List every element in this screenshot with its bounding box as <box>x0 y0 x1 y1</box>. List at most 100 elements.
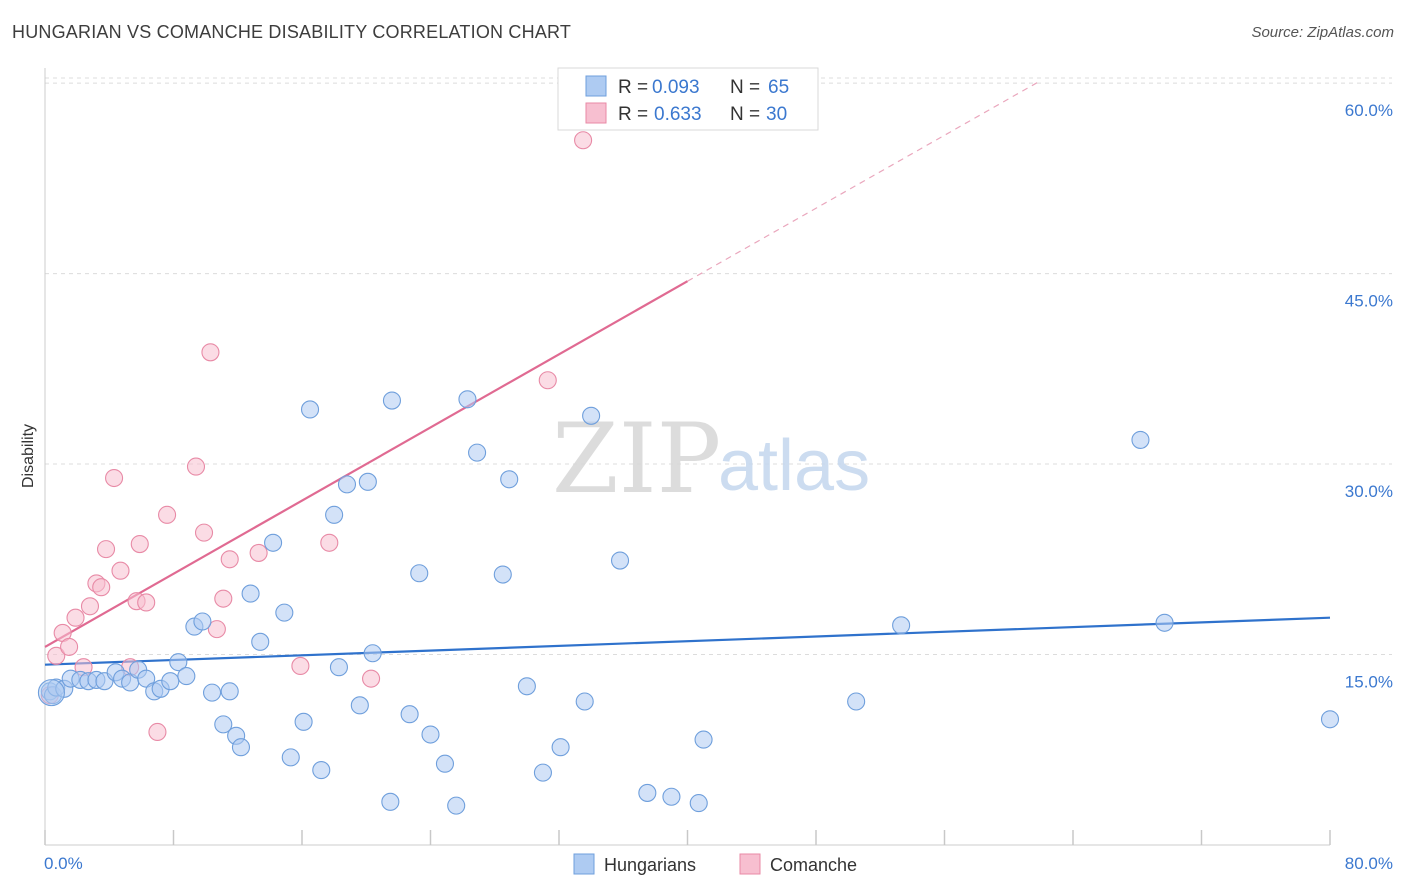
legend-bottom-label-comanche: Comanche <box>770 855 857 875</box>
hungarians-point <box>337 475 357 494</box>
comanche-point <box>538 371 557 390</box>
legend-r-value-comanche: 0.633 <box>654 104 702 125</box>
legend-swatch-comanche <box>585 102 607 124</box>
hungarians-point <box>241 584 260 603</box>
hungarians-point <box>275 603 294 622</box>
legend-top: R = 0.093 N = 65 R = 0.633 N = 30 <box>557 67 819 131</box>
watermark-zip: ZIP <box>552 403 721 515</box>
y-tick-label: 60.0% <box>1345 101 1393 120</box>
legend-r-label-hungarians: R = <box>618 77 648 98</box>
legend-r-value-hungarians: 0.093 <box>652 77 700 98</box>
y-tick-label: 30.0% <box>1345 482 1393 501</box>
hungarians-cluster-point <box>37 679 65 707</box>
hungarians-point <box>582 406 601 425</box>
hungarians-point <box>193 612 212 631</box>
hungarians-point <box>381 792 400 811</box>
hungarians-point <box>610 551 630 570</box>
comanche-point <box>201 343 220 362</box>
hungarians-point <box>231 738 251 757</box>
hungarians-point <box>892 616 911 635</box>
hungarians-point <box>447 796 466 815</box>
hungarians-point <box>435 754 455 773</box>
comanche-point <box>111 561 130 580</box>
x-tick-label-max: 80.0% <box>1345 854 1393 873</box>
comanche-point <box>158 505 177 524</box>
hungarians-point <box>1155 613 1174 632</box>
hungarians-point <box>137 669 156 688</box>
hungarians-point <box>214 715 233 734</box>
comanche-point <box>214 589 233 608</box>
hungarians-point <box>638 783 657 802</box>
comanche-point <box>96 540 116 559</box>
legend-n-value-comanche: 30 <box>766 104 787 125</box>
watermark: ZIP atlas <box>552 403 870 515</box>
hungarians-point <box>421 725 440 744</box>
hungarians-point <box>694 730 713 749</box>
legend-bottom-swatch-comanche <box>739 853 761 875</box>
hungarians-point <box>575 692 594 711</box>
hungarians-point <box>847 692 866 711</box>
hungarians-point <box>500 470 519 489</box>
legend-bottom-swatch-hungarians <box>573 853 595 875</box>
hungarians-point <box>350 696 369 715</box>
hungarians-point <box>294 712 313 731</box>
comanche-point <box>66 608 85 627</box>
hungarians-point <box>400 705 419 724</box>
hungarians-point <box>251 632 270 651</box>
chart-title: HUNGARIAN VS COMANCHE DISABILITY CORRELA… <box>12 22 572 42</box>
legend-bottom: Hungarians Comanche <box>573 853 857 875</box>
legend-swatch-hungarians <box>585 75 607 97</box>
source-label: Source: ZipAtlas.com <box>1251 24 1394 41</box>
hungarians-point <box>458 390 477 409</box>
hungarians-point <box>468 443 487 462</box>
y-tick-label: 45.0% <box>1345 292 1393 311</box>
hungarians-point <box>551 738 570 757</box>
data-points <box>37 131 1340 815</box>
comanche-point <box>320 533 339 552</box>
y-tick-labels: 15.0% 30.0% 45.0% 60.0% <box>1345 101 1393 691</box>
trend-lines <box>44 80 1331 666</box>
legend-n-label-hungarians: N = <box>730 77 760 98</box>
legend-bottom-label-hungarians: Hungarians <box>604 855 696 875</box>
x-axis-ticks <box>44 830 1331 845</box>
legend-r-label-comanche: R = <box>618 104 648 125</box>
hungarians-point <box>358 472 377 491</box>
hungarians-point <box>312 761 331 780</box>
comanche-point <box>574 131 593 150</box>
hungarians-point <box>203 683 222 702</box>
grid-lines <box>45 77 1392 656</box>
comanche-point <box>220 550 239 569</box>
comanche-point <box>148 722 167 742</box>
hungarians-point <box>410 564 429 583</box>
comanche-point <box>92 578 111 597</box>
hungarians-point <box>169 653 188 672</box>
y-axis-label: Disability <box>20 424 37 488</box>
hungarians-point <box>533 763 552 782</box>
legend-n-value-hungarians: 65 <box>768 77 789 98</box>
comanche-point <box>291 656 310 676</box>
comanche-point <box>130 534 149 554</box>
comanche-point <box>105 468 124 488</box>
trend-line-comanche <box>44 280 689 648</box>
hungarians-point <box>363 644 382 663</box>
hungarians-point <box>161 672 180 691</box>
comanche-point <box>362 669 381 688</box>
hungarians-point <box>493 565 512 584</box>
comanche-point <box>249 543 268 562</box>
comanche-point <box>186 457 206 476</box>
comanche-point <box>207 620 226 639</box>
hungarians-point <box>329 658 348 677</box>
trend-line-comanche-extension <box>687 80 1042 282</box>
hungarians-point <box>300 400 320 419</box>
hungarians-point <box>382 391 402 410</box>
hungarians-point <box>325 505 344 524</box>
y-tick-label: 15.0% <box>1345 673 1393 692</box>
comanche-point <box>47 646 66 665</box>
trend-line-hungarians <box>44 616 1331 666</box>
legend-n-label-comanche: N = <box>730 104 760 125</box>
comanche-point <box>60 637 79 656</box>
comanche-point <box>194 523 214 542</box>
hungarians-point <box>264 533 283 552</box>
watermark-atlas: atlas <box>718 426 870 506</box>
